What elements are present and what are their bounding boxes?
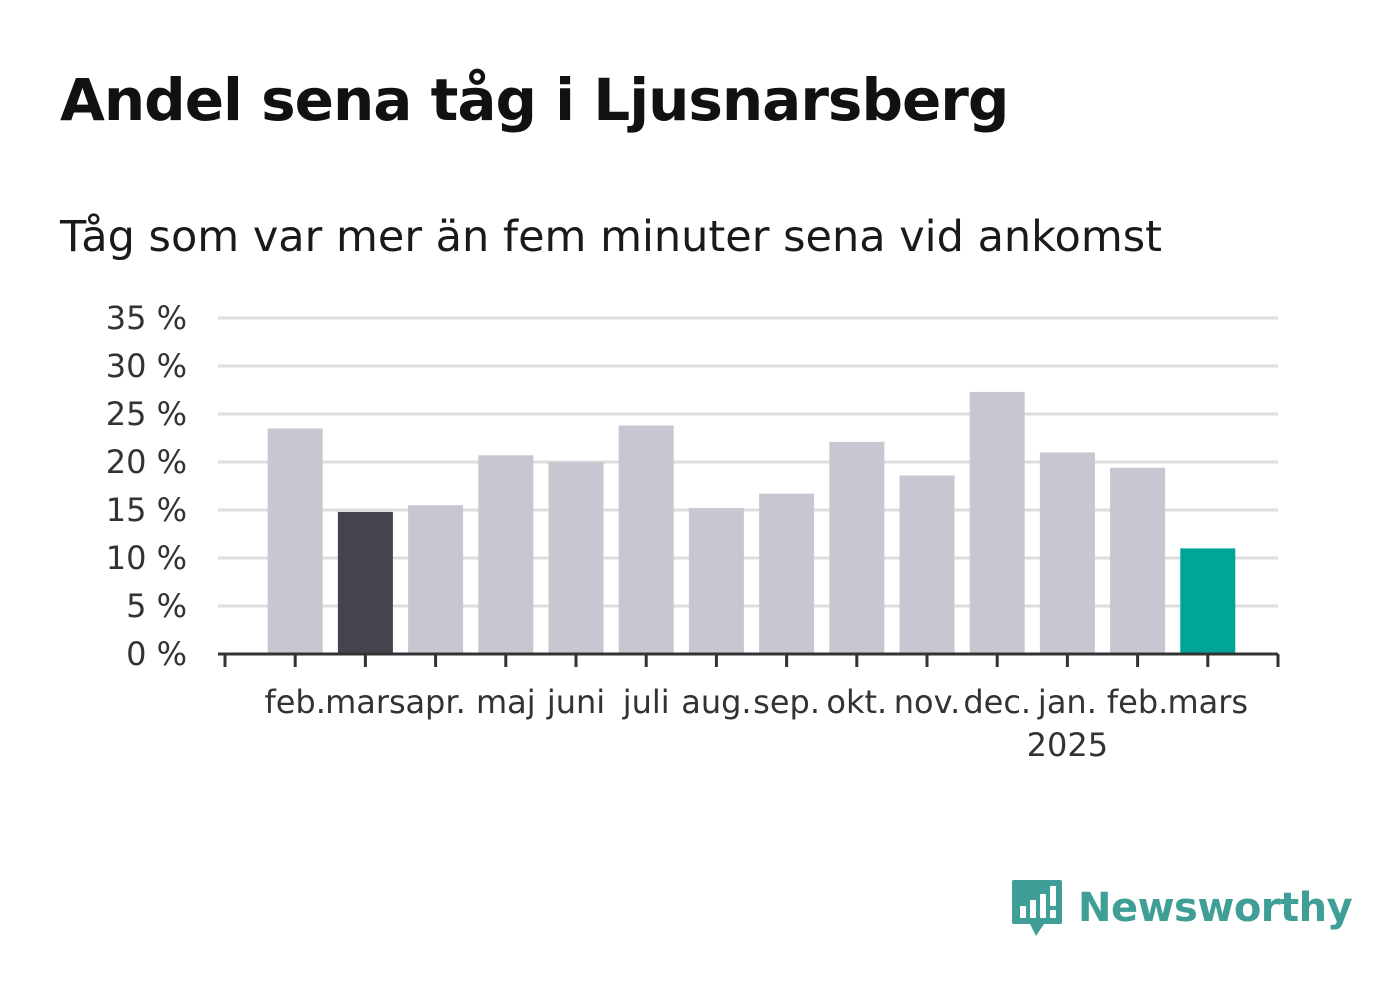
bar — [1110, 467, 1166, 654]
x-tick-label: okt. — [826, 683, 887, 721]
y-tick-label: 35 % — [106, 299, 187, 337]
x-tick-label: aug. — [681, 683, 751, 721]
x-tick-label: juli — [622, 683, 670, 721]
bar — [408, 505, 464, 654]
x-tick-label: nov. — [894, 683, 960, 721]
y-tick-label: 25 % — [106, 395, 187, 433]
x-tick-label: dec. — [963, 683, 1031, 721]
x-tick-label: jan. — [1037, 683, 1097, 721]
x-tick-label: juni — [546, 683, 605, 721]
chart-subtitle: Tåg som var mer än fem minuter sena vid … — [60, 212, 1163, 262]
bar — [969, 391, 1025, 654]
bar — [1039, 452, 1095, 654]
bar — [688, 508, 744, 654]
x-tick-label: feb. — [1107, 683, 1168, 721]
bar — [1180, 548, 1236, 654]
y-tick-label: 30 % — [106, 347, 187, 385]
y-tick-label: 15 % — [106, 491, 187, 529]
x-year-label: 2025 — [1027, 726, 1108, 764]
brand-logo: Newsworthy — [1010, 878, 1353, 938]
bar — [829, 441, 885, 654]
newsworthy-logo-icon — [1012, 880, 1062, 936]
bar — [899, 475, 955, 654]
x-tick-label: maj — [476, 683, 536, 721]
bar — [548, 462, 604, 654]
bar — [759, 493, 815, 654]
bar — [478, 455, 534, 654]
bar — [618, 425, 674, 654]
bar — [337, 511, 393, 654]
y-tick-label: 10 % — [106, 539, 187, 577]
x-tick-label: sep. — [753, 683, 820, 721]
y-tick-label: 5 % — [126, 587, 187, 625]
chart-title: Andel sena tåg i Ljusnarsberg — [60, 66, 1009, 134]
y-tick-label: 20 % — [106, 443, 187, 481]
x-tick-label: mars — [1167, 683, 1248, 721]
x-tick-label: feb. — [264, 683, 325, 721]
brand-name: Newsworthy — [1078, 885, 1353, 931]
y-tick-label: 0 % — [126, 635, 187, 673]
bar — [267, 428, 323, 654]
x-tick-label: apr. — [405, 683, 465, 721]
x-tick-label: mars — [325, 683, 406, 721]
